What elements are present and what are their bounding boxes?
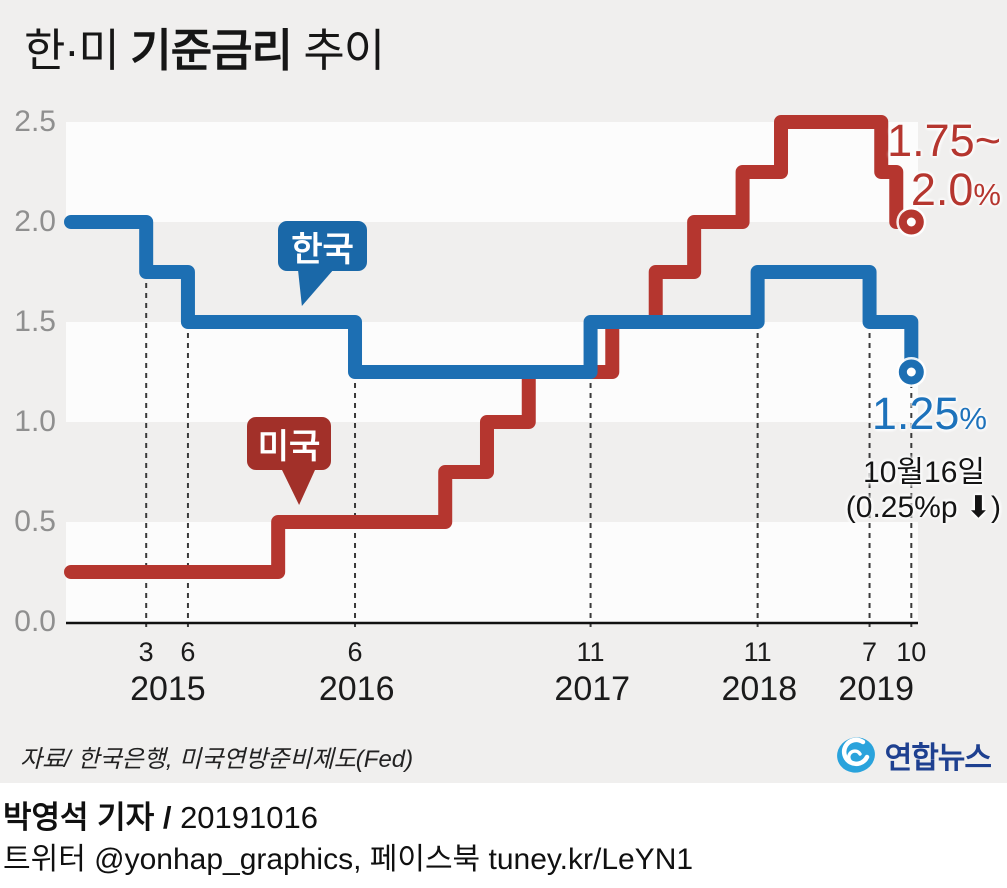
usa-rate-line1: 1.75~	[887, 115, 1001, 166]
byline-reporter: 박영석 기자 /	[3, 800, 181, 835]
x-axis-month-tick: 6	[180, 637, 196, 667]
usa-rate-line	[64, 115, 919, 579]
yonhap-logo-icon	[836, 737, 875, 773]
x-axis-month-tick: 11	[576, 637, 605, 667]
y-axis-tick: 2.0	[14, 205, 56, 238]
title-post: 추이	[291, 25, 385, 76]
source-note: 자료/ 한국은행, 미국연방준비제도(Fed)	[20, 746, 414, 773]
byline-date: 20191016	[180, 800, 318, 835]
y-axis-tick: 0.5	[14, 505, 56, 538]
korea-rate-percent-sign: %	[959, 401, 987, 436]
title-emphasis: 기준금리	[130, 25, 293, 76]
x-axis-year-label: 2015	[130, 670, 206, 708]
end-marker-ring	[898, 359, 924, 385]
usa-rate-percent-sign: %	[973, 177, 1001, 212]
y-axis-tick: 2.5	[14, 105, 56, 138]
korea-end-rate-annotation: 1.25%	[871, 388, 987, 439]
x-axis-month-tick: 7	[862, 637, 878, 667]
korea-rate-change: (0.25%p ⬇)	[845, 491, 1001, 524]
x-axis-year-label: 2017	[554, 670, 631, 708]
legend-bubble-usa: 미국	[247, 417, 331, 470]
usa-end-rate-annotation: 1.75~ 2.0%	[887, 116, 1001, 219]
sns-credit: 트위터 @yonhap_graphics, 페이스북 tuney.kr/LeYN…	[3, 843, 694, 876]
usa-rate-line2: 2.0%	[910, 164, 1001, 215]
x-axis-month-tick: 11	[743, 637, 772, 667]
page-title: 한·미 기준금리 추이	[24, 14, 385, 79]
legend-korea-label: 한국	[291, 230, 354, 269]
x-axis-year-label: 2016	[318, 670, 395, 708]
x-axis-month-tick: 10	[896, 637, 927, 667]
y-axis-tick: 1.5	[14, 305, 56, 338]
byline: 박영석 기자 / 20191016	[3, 792, 318, 837]
end-marker-ring	[898, 209, 924, 235]
legend-bubble-korea: 한국	[278, 221, 367, 271]
korea-rate-line	[64, 215, 919, 379]
y-axis-tick: 0.0	[14, 605, 56, 638]
plot-band	[66, 122, 918, 222]
x-axis-month-tick: 3	[138, 637, 154, 667]
x-axis-year-label: 2018	[721, 670, 798, 708]
yonhap-logo-text: 연합뉴스	[884, 742, 992, 775]
legend-usa-label: 미국	[257, 428, 321, 466]
korea-rate-date: 10월16일	[863, 456, 985, 489]
y-axis-tick: 1.0	[14, 405, 56, 438]
title-pre: 한·미	[24, 25, 131, 76]
x-axis-year-label: 2019	[838, 670, 915, 708]
x-axis-month-tick: 6	[347, 637, 363, 667]
yonhap-logo: 연합뉴스	[833, 733, 992, 777]
